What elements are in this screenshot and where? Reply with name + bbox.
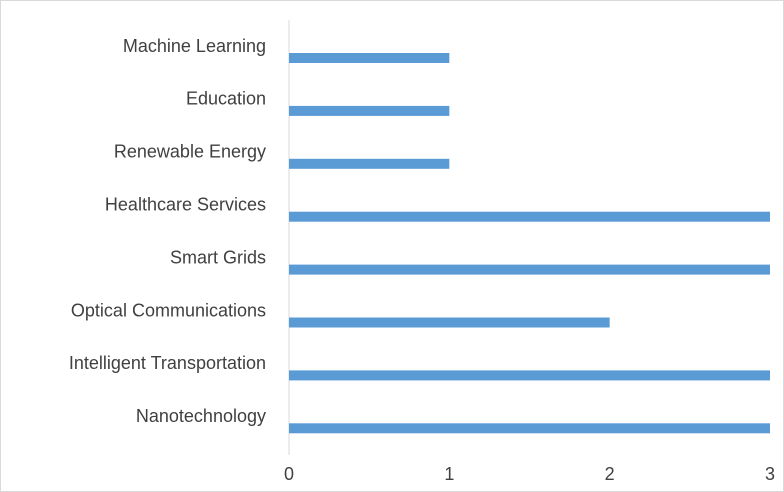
x-tick-label: 1 (444, 464, 454, 484)
x-tick-label: 2 (605, 464, 615, 484)
bar (289, 264, 770, 275)
y-tick-label: Optical Communications (71, 300, 266, 320)
x-tick-label: 3 (765, 464, 775, 484)
bar (289, 105, 450, 116)
y-tick-label: Healthcare Services (105, 194, 266, 214)
bar (289, 370, 770, 381)
bar (289, 211, 770, 222)
bar (289, 317, 610, 328)
y-tick-label: Renewable Energy (114, 142, 266, 162)
bar (289, 423, 770, 434)
y-tick-label: Machine Learning (123, 36, 266, 56)
y-tick-label: Smart Grids (170, 247, 266, 267)
y-tick-label: Education (186, 89, 266, 109)
bar (289, 53, 450, 63)
x-tick-label: 0 (284, 464, 294, 484)
bar (289, 158, 450, 169)
y-tick-label: Nanotechnology (136, 406, 266, 426)
y-tick-label: Intelligent Transportation (69, 353, 266, 373)
